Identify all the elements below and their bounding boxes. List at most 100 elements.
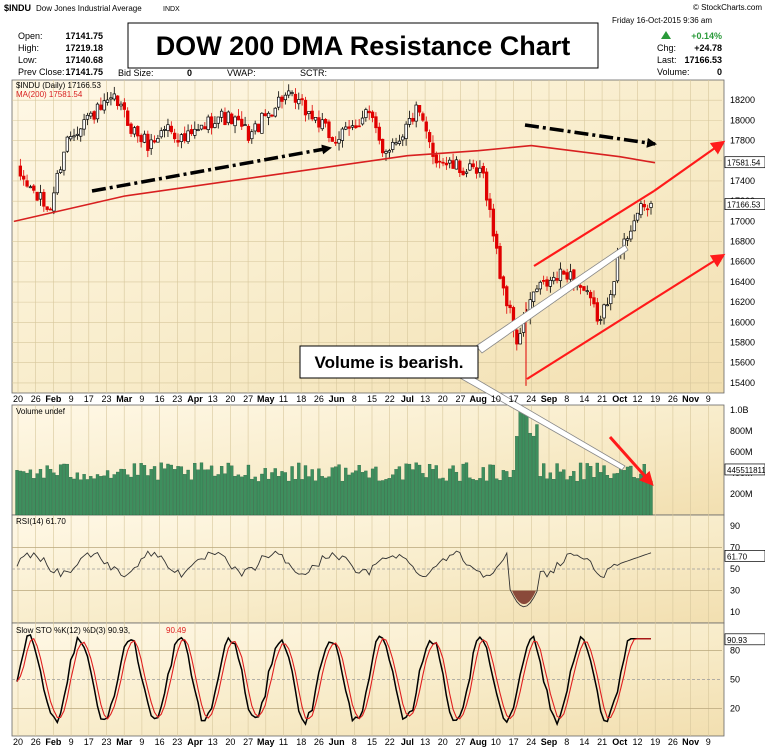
volume-bar — [572, 471, 576, 516]
volume-bar — [421, 473, 425, 516]
volume-bar — [391, 474, 395, 516]
volume-bar — [451, 465, 455, 516]
volume-bar — [568, 475, 573, 516]
volume-bar — [243, 475, 247, 516]
x-tick-label: 27 — [243, 737, 253, 747]
volume-tick-label: 800M — [730, 426, 753, 436]
candle-body — [35, 191, 39, 201]
candle-body — [52, 192, 56, 212]
source-credit: © StockCharts.com — [693, 3, 762, 12]
candle-body — [226, 111, 230, 124]
x-tick-label: 21 — [597, 737, 607, 747]
candle-body — [270, 114, 274, 117]
vwap-label: VWAP: — [227, 68, 256, 78]
x-tick-label: 23 — [101, 737, 111, 747]
bidsize-label: Bid Size: — [118, 68, 154, 78]
volume-bar — [508, 477, 512, 516]
volume-bar — [642, 464, 646, 516]
x-tick-label: Mar — [116, 737, 133, 747]
candle-body — [186, 130, 190, 143]
candle-body — [203, 126, 207, 130]
x-tick-label: 20 — [13, 737, 23, 747]
volume-bar — [649, 480, 653, 516]
volume-bar — [206, 469, 210, 516]
volume-bar — [28, 469, 33, 516]
candle-body — [562, 270, 566, 275]
x-tick-label: 12 — [632, 394, 642, 404]
candle-body — [458, 160, 462, 173]
volume-bar — [310, 469, 314, 516]
volume-bar — [542, 463, 546, 516]
annotation-text: Volume is bearish. — [315, 353, 464, 372]
volume-bar — [404, 463, 408, 516]
candle-body — [79, 128, 83, 137]
volume-bar — [105, 470, 110, 516]
candle-body — [404, 123, 408, 139]
index-name: Dow Jones Industrial Average — [36, 4, 142, 13]
chg-value: +24.78 — [694, 43, 722, 53]
candle-body — [518, 333, 522, 345]
volume-bar — [55, 475, 59, 516]
volume-bar — [266, 478, 271, 516]
x-tick-label: 13 — [420, 394, 430, 404]
volume-bar — [434, 465, 438, 516]
volume-bar — [186, 469, 190, 516]
candle-body — [337, 139, 341, 144]
price-legend: $INDU (Daily) 17166.53 — [16, 81, 101, 90]
candle-body — [277, 96, 281, 108]
header-field-value: 17219.18 — [65, 43, 103, 53]
volume-bar — [629, 465, 633, 516]
volume-bar — [273, 468, 277, 516]
volume-bar — [609, 478, 613, 516]
volume-bar — [38, 469, 43, 516]
candle-body — [599, 319, 603, 321]
candle-body — [380, 138, 385, 154]
candle-body — [38, 192, 43, 200]
symbol: $INDU — [4, 3, 31, 13]
candle-body — [394, 142, 398, 145]
candle-body — [347, 126, 351, 129]
bidsize-value: 0 — [187, 68, 192, 78]
x-tick-label: Mar — [116, 394, 133, 404]
x-tick-label: 14 — [579, 737, 589, 747]
volume-bar — [69, 477, 73, 516]
candle-body — [397, 140, 402, 144]
volume-bar — [599, 472, 603, 516]
volume-bar — [347, 474, 351, 516]
candle-body — [18, 165, 23, 177]
price-tick-label: 18200 — [730, 95, 755, 105]
volume-bar — [431, 469, 435, 516]
candle-body — [230, 113, 234, 125]
candle-body — [75, 133, 80, 136]
x-tick-label: Jul — [401, 394, 414, 404]
candle-body — [246, 125, 251, 141]
volume-bar — [79, 479, 83, 516]
volume-bar — [468, 477, 472, 516]
candle-body — [444, 162, 449, 166]
candle-body — [508, 304, 512, 309]
volume-bar — [427, 464, 432, 516]
candle-body — [136, 126, 140, 137]
volume-bar — [461, 463, 465, 516]
volume-bar — [491, 464, 495, 516]
candle-body — [48, 208, 53, 211]
candle-body — [582, 286, 586, 291]
candle-body — [438, 160, 442, 163]
volume-bar — [85, 479, 90, 516]
candle-body — [307, 111, 311, 115]
rsi-tick-label: 70 — [730, 542, 740, 552]
x-tick-label: 8 — [352, 737, 357, 747]
candle-body — [45, 206, 49, 210]
rsi-badge-box — [724, 550, 765, 562]
candle-body — [297, 99, 301, 105]
price-tick-label: 16800 — [730, 237, 755, 247]
candle-body — [260, 112, 264, 134]
candle-body — [176, 140, 180, 143]
header-field-label: Prev Close: — [18, 67, 65, 77]
rsi-line — [16, 550, 652, 608]
volume-badge-box — [724, 463, 765, 476]
channel-upper-line — [533, 190, 655, 267]
volume-bar — [635, 478, 640, 516]
x-tick-label: 27 — [243, 394, 253, 404]
sto-tick-label: 50 — [730, 675, 740, 685]
